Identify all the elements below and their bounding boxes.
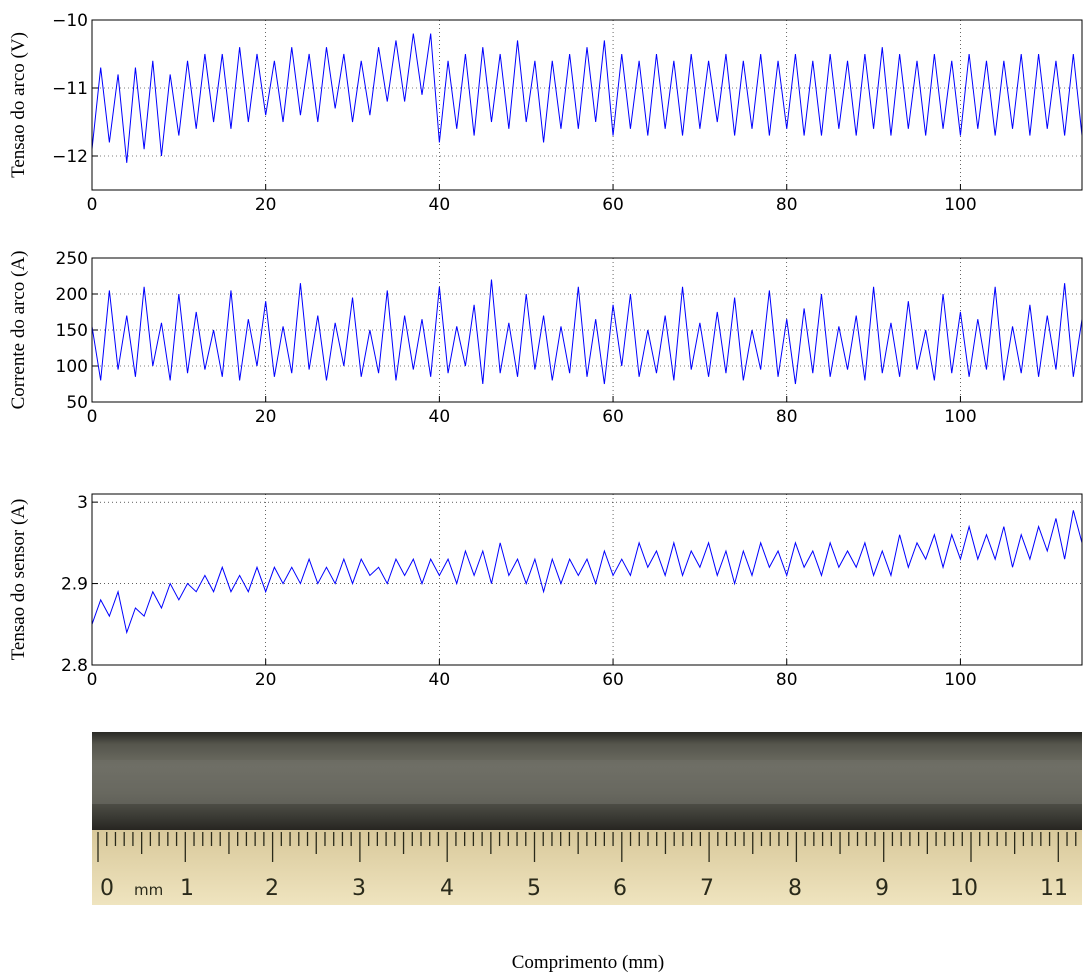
weld-photo: [92, 732, 1082, 905]
x-tick-label: 0: [87, 195, 98, 215]
y-axis-label: Corrente do arco (A): [8, 251, 29, 410]
y-tick-label: 150: [56, 321, 88, 341]
ruler-label: 8: [788, 876, 802, 901]
y-tick-label: −11: [52, 79, 88, 99]
plot-frame: [91, 257, 1083, 403]
x-tick-label: 20: [255, 195, 277, 215]
ruler-label: 10: [950, 876, 978, 901]
x-tick-label: 40: [429, 407, 451, 427]
x-tick-label: 20: [255, 670, 277, 690]
y-tick-label: 3: [77, 493, 88, 513]
x-tick-label: 100: [944, 670, 976, 690]
x-axis-label: Comprimento (mm): [512, 952, 665, 973]
x-tick-label: 0: [87, 407, 98, 427]
x-tick-label: 60: [602, 407, 624, 427]
ruler-label: 5: [527, 876, 541, 901]
x-tick-label: 80: [776, 670, 798, 690]
signal-line: [91, 279, 1083, 385]
y-tick-label: 200: [56, 285, 88, 305]
ruler: 0 mm 1 2 3 4 5 6 7 8 9 10 11: [97, 832, 1077, 901]
y-tick-label: 2.8: [61, 656, 88, 676]
ruler-label: 6: [613, 876, 627, 901]
x-tick-label: 0: [87, 670, 98, 690]
y-tick-label: 250: [56, 249, 88, 269]
x-tick-label: 20: [255, 407, 277, 427]
y-tick-label: −12: [52, 147, 88, 167]
y-axis-label: Tensao do sensor (A): [8, 499, 29, 661]
ruler-label: 11: [1040, 876, 1068, 901]
plot-frame: [91, 19, 1083, 191]
x-tick-label: 60: [602, 670, 624, 690]
ruler-label: 4: [440, 876, 454, 901]
x-tick-label: 80: [776, 195, 798, 215]
signal-line: [91, 33, 1083, 163]
y-tick-label: 2.9: [61, 575, 88, 595]
x-tick-label: 80: [776, 407, 798, 427]
ruler-label: 1: [180, 876, 194, 901]
ruler-label: 9: [875, 876, 889, 901]
x-tick-label: 100: [944, 407, 976, 427]
x-tick-label: 100: [944, 195, 976, 215]
y-tick-label: −10: [52, 11, 88, 31]
ruler-label: mm: [134, 881, 163, 899]
y-axis-label: Tensao do arco (V): [8, 32, 29, 178]
ruler-label: 2: [265, 876, 279, 901]
ruler-label: 7: [700, 876, 714, 901]
plot-frame: [91, 493, 1083, 666]
ruler-label: 3: [352, 876, 366, 901]
x-tick-label: 60: [602, 195, 624, 215]
ruler-label: 0: [100, 876, 114, 901]
y-tick-label: 50: [66, 393, 88, 413]
y-tick-label: 100: [56, 357, 88, 377]
x-tick-label: 40: [429, 670, 451, 690]
x-tick-label: 40: [429, 195, 451, 215]
signal-line: [91, 510, 1083, 635]
